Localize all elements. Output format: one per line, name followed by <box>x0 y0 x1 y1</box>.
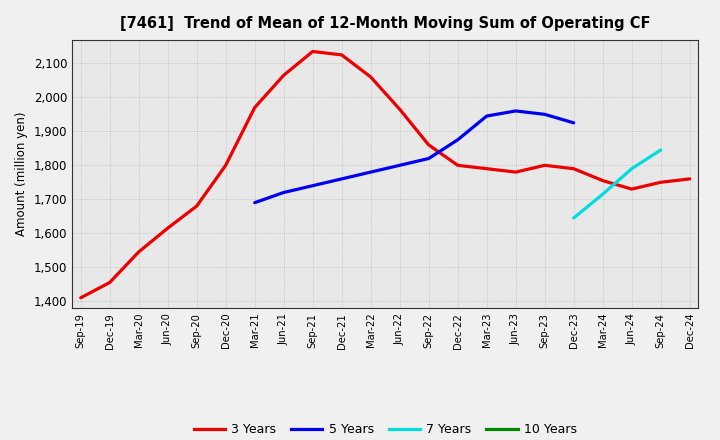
7 Years <box>598 191 607 197</box>
3 Years <box>251 105 259 110</box>
3 Years <box>279 73 288 78</box>
5 Years <box>395 163 404 168</box>
Line: 7 Years: 7 Years <box>574 150 661 218</box>
Line: 5 Years: 5 Years <box>255 111 574 203</box>
3 Years <box>135 249 143 255</box>
7 Years <box>570 215 578 220</box>
3 Years <box>424 142 433 147</box>
3 Years <box>454 163 462 168</box>
3 Years <box>541 163 549 168</box>
5 Years <box>482 114 491 119</box>
5 Years <box>366 169 375 175</box>
3 Years <box>657 180 665 185</box>
5 Years <box>454 137 462 143</box>
3 Years <box>163 226 172 231</box>
3 Years <box>338 52 346 58</box>
7 Years <box>657 147 665 153</box>
3 Years <box>366 74 375 80</box>
5 Years <box>424 156 433 161</box>
5 Years <box>279 190 288 195</box>
5 Years <box>541 112 549 117</box>
5 Years <box>251 200 259 205</box>
3 Years <box>627 187 636 192</box>
3 Years <box>598 178 607 183</box>
3 Years <box>192 203 201 209</box>
3 Years <box>395 106 404 112</box>
7 Years <box>627 166 636 171</box>
5 Years <box>338 176 346 182</box>
3 Years <box>76 295 85 301</box>
3 Years <box>482 166 491 171</box>
Legend: 3 Years, 5 Years, 7 Years, 10 Years: 3 Years, 5 Years, 7 Years, 10 Years <box>189 418 582 440</box>
3 Years <box>221 163 230 168</box>
5 Years <box>570 120 578 125</box>
5 Years <box>308 183 317 188</box>
3 Years <box>570 166 578 171</box>
Title: [7461]  Trend of Mean of 12-Month Moving Sum of Operating CF: [7461] Trend of Mean of 12-Month Moving … <box>120 16 650 32</box>
3 Years <box>511 169 520 175</box>
Y-axis label: Amount (million yen): Amount (million yen) <box>15 112 28 236</box>
5 Years <box>511 108 520 114</box>
3 Years <box>105 280 114 285</box>
3 Years <box>685 176 694 182</box>
Line: 3 Years: 3 Years <box>81 51 690 298</box>
3 Years <box>308 49 317 54</box>
